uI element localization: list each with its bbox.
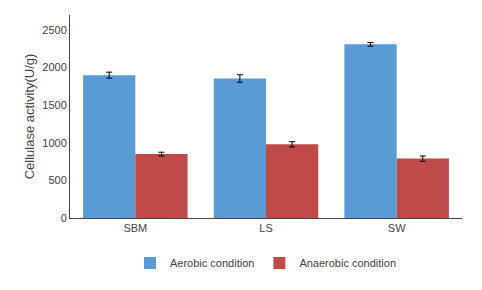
svg-text:SBM: SBM — [123, 222, 147, 234]
svg-text:1500: 1500 — [42, 99, 66, 111]
svg-text:2000: 2000 — [42, 61, 66, 73]
svg-text:500: 500 — [48, 174, 66, 186]
svg-text:Anaerobic condition: Anaerobic condition — [299, 257, 396, 269]
svg-text:Aerobic condition: Aerobic condition — [170, 257, 254, 269]
svg-text:2500: 2500 — [42, 24, 66, 36]
svg-text:1000: 1000 — [42, 137, 66, 149]
svg-text:Cellulase activity(U/g): Cellulase activity(U/g) — [22, 54, 37, 180]
svg-text:LS: LS — [259, 222, 272, 234]
svg-text:SW: SW — [388, 222, 406, 234]
svg-text:0: 0 — [61, 212, 67, 224]
